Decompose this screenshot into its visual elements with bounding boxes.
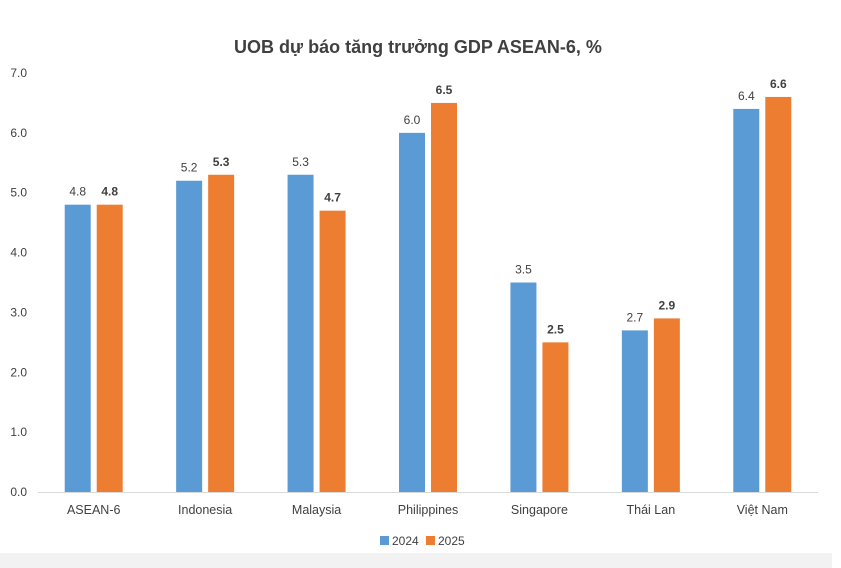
chart-title: UOB dự báo tăng trưởng GDP ASEAN-6, %: [234, 37, 602, 57]
data-label-2024: 5.3: [292, 155, 309, 169]
bar-2025: [208, 174, 235, 492]
y-tick-label: 6.0: [10, 126, 27, 140]
data-label-2025: 4.7: [324, 191, 341, 205]
legend-swatch-2025: [426, 536, 435, 545]
y-tick-label: 7.0: [10, 66, 27, 80]
data-label-2024: 2.7: [627, 310, 644, 324]
category-label: Thái Lan: [627, 503, 676, 517]
data-label-2025: 4.8: [101, 185, 118, 199]
bar-2025: [653, 318, 680, 492]
bar-2025: [319, 210, 346, 492]
legend-label-2024: 2024: [392, 534, 419, 548]
bar-2025: [765, 96, 792, 492]
bar-2025: [542, 342, 569, 492]
bar-2024: [399, 132, 425, 492]
bar-2024: [510, 282, 537, 492]
x-axis: ASEAN-6 Indonesia Malaysia Philippines Singa…: [38, 492, 818, 517]
data-label-2025: 5.3: [213, 155, 230, 169]
bars: 4.8 4.8 5.2 5.3 5.3 4.7 6.0 6.5 3.5 2.5 2.7 2.9 6.4 6…: [64, 77, 792, 493]
data-label-2024: 3.5: [515, 263, 532, 277]
data-label-2025: 2.9: [659, 298, 676, 312]
bar-2024: [64, 204, 91, 492]
y-tick-label: 2.0: [10, 365, 27, 379]
y-tick-label: 5.0: [10, 186, 27, 200]
data-label-2025: 6.6: [770, 77, 787, 91]
bar-2024: [176, 180, 203, 492]
legend-label-2025: 2025: [438, 534, 465, 548]
y-tick-label: 1.0: [10, 425, 27, 439]
y-tick-label: 4.0: [10, 246, 27, 260]
bar-2024: [621, 330, 648, 492]
footer-band: [0, 553, 832, 568]
category-label: Singapore: [511, 503, 568, 517]
category-label: ASEAN-6: [67, 503, 121, 517]
category-label: Malaysia: [292, 503, 341, 517]
legend: 2024 2025: [380, 534, 465, 548]
bar-2024: [733, 108, 760, 493]
data-label-2024: 6.0: [404, 113, 421, 127]
bar-2025: [96, 204, 123, 492]
y-tick-label: 3.0: [10, 305, 27, 319]
category-label: Indonesia: [178, 503, 232, 517]
category-label: Philippines: [398, 503, 458, 517]
bar-2025: [431, 102, 457, 492]
data-label-2024: 4.8: [69, 185, 86, 199]
data-label-2024: 5.2: [181, 161, 198, 175]
data-label-2024: 6.4: [738, 89, 755, 103]
y-axis: 0.0 1.0 2.0 3.0 4.0 5.0 6.0 7.0: [10, 66, 27, 499]
data-label-2025: 6.5: [436, 83, 453, 97]
y-tick-label: 0.0: [10, 485, 27, 499]
category-label: Việt Nam: [737, 503, 788, 517]
bar-2024: [287, 174, 314, 492]
legend-swatch-2024: [380, 536, 389, 545]
data-label-2025: 2.5: [547, 322, 564, 336]
